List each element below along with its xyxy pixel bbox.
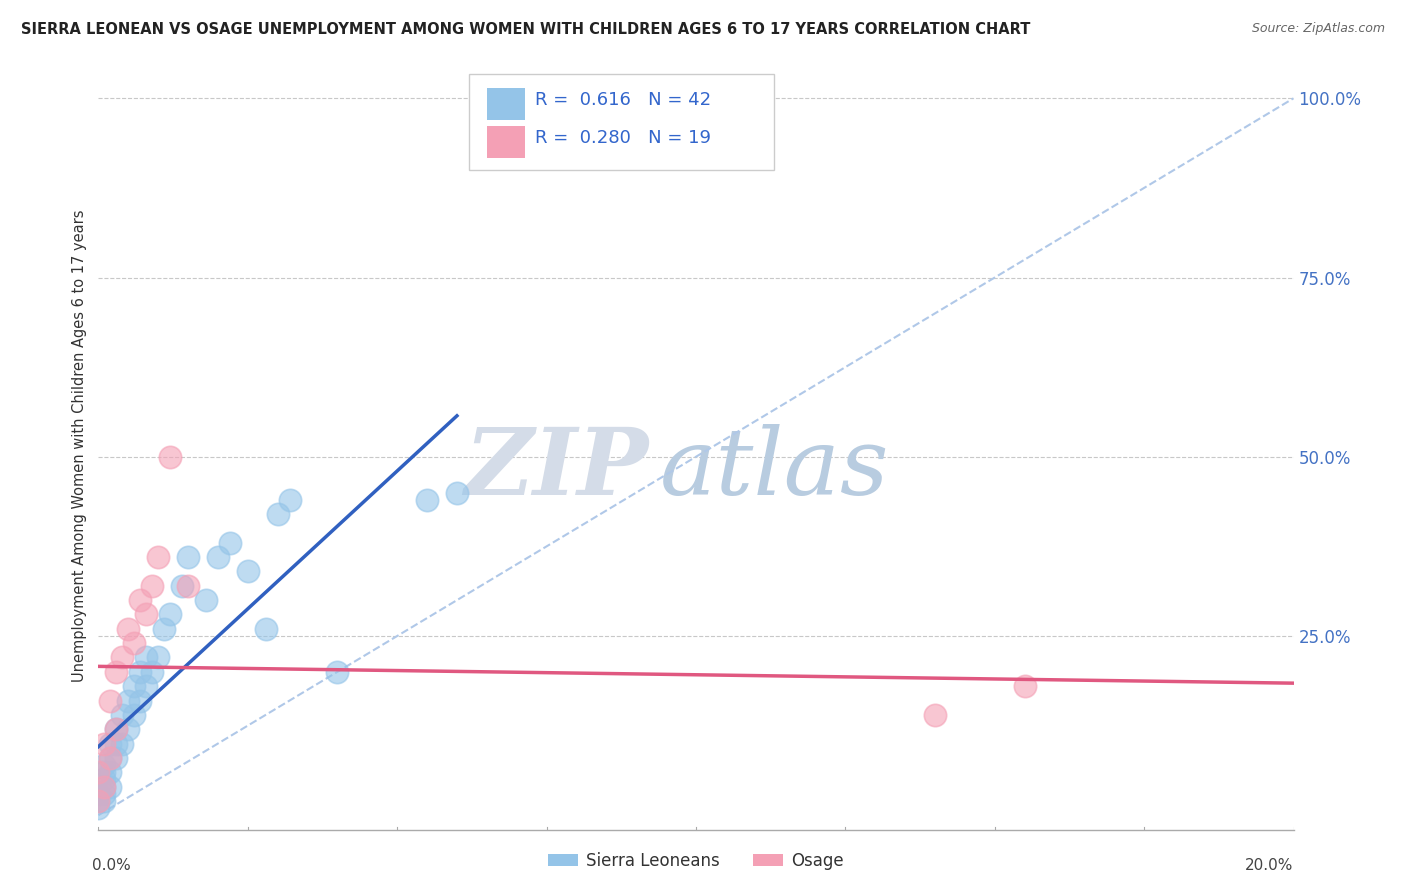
Point xyxy=(124,707,146,722)
Point xyxy=(135,679,157,693)
Point xyxy=(159,607,181,622)
Point xyxy=(195,593,218,607)
Text: ZIP: ZIP xyxy=(464,424,648,514)
Point xyxy=(98,765,122,780)
Point xyxy=(93,787,115,801)
Point xyxy=(111,707,134,722)
Point xyxy=(135,650,157,665)
Point xyxy=(93,794,115,808)
Text: 0.0%: 0.0% xyxy=(93,858,131,873)
Point xyxy=(105,722,128,736)
Point xyxy=(1014,679,1036,693)
Point xyxy=(159,450,181,464)
Point xyxy=(326,665,349,679)
Point xyxy=(87,801,110,815)
Bar xyxy=(486,126,524,158)
Point xyxy=(111,650,134,665)
Point xyxy=(236,565,259,579)
Point xyxy=(87,787,110,801)
Point xyxy=(148,650,170,665)
Point xyxy=(93,772,115,787)
Point xyxy=(117,622,139,636)
Text: Source: ZipAtlas.com: Source: ZipAtlas.com xyxy=(1251,22,1385,36)
Point xyxy=(153,622,176,636)
Point xyxy=(135,607,157,622)
Point xyxy=(177,550,200,565)
Point xyxy=(98,780,122,794)
Point xyxy=(172,579,194,593)
Legend: Sierra Leoneans, Osage: Sierra Leoneans, Osage xyxy=(541,845,851,877)
Point xyxy=(124,679,146,693)
Point xyxy=(219,536,242,550)
Point xyxy=(129,593,152,607)
Point xyxy=(93,758,115,772)
Point xyxy=(148,550,170,565)
Point xyxy=(87,794,110,808)
Point xyxy=(129,665,152,679)
FancyBboxPatch shape xyxy=(470,74,773,169)
Point xyxy=(105,722,128,736)
Point xyxy=(177,579,200,593)
Point xyxy=(129,693,152,707)
Text: 20.0%: 20.0% xyxy=(1246,858,1294,873)
Point xyxy=(93,737,115,751)
Point xyxy=(141,665,163,679)
Point xyxy=(98,737,122,751)
Text: R =  0.280   N = 19: R = 0.280 N = 19 xyxy=(534,129,710,147)
Point xyxy=(93,780,115,794)
Point xyxy=(141,579,163,593)
Point xyxy=(98,751,122,765)
Point xyxy=(87,765,110,780)
Bar xyxy=(486,87,524,120)
Point xyxy=(416,492,439,507)
Point xyxy=(105,751,128,765)
Point xyxy=(111,737,134,751)
Point xyxy=(124,636,146,650)
Point xyxy=(446,485,468,500)
Point xyxy=(278,492,301,507)
Y-axis label: Unemployment Among Women with Children Ages 6 to 17 years: Unemployment Among Women with Children A… xyxy=(72,210,87,682)
Text: R =  0.616   N = 42: R = 0.616 N = 42 xyxy=(534,91,711,109)
Point xyxy=(267,507,290,521)
Point xyxy=(87,794,110,808)
Point xyxy=(924,707,946,722)
Point xyxy=(117,722,139,736)
Point xyxy=(207,550,229,565)
Text: SIERRA LEONEAN VS OSAGE UNEMPLOYMENT AMONG WOMEN WITH CHILDREN AGES 6 TO 17 YEAR: SIERRA LEONEAN VS OSAGE UNEMPLOYMENT AMO… xyxy=(21,22,1031,37)
Point xyxy=(105,737,128,751)
Point xyxy=(98,693,122,707)
Point xyxy=(93,780,115,794)
Point xyxy=(93,765,115,780)
Point xyxy=(105,665,128,679)
Text: atlas: atlas xyxy=(661,424,890,514)
Point xyxy=(117,693,139,707)
Point xyxy=(254,622,277,636)
Point xyxy=(98,751,122,765)
